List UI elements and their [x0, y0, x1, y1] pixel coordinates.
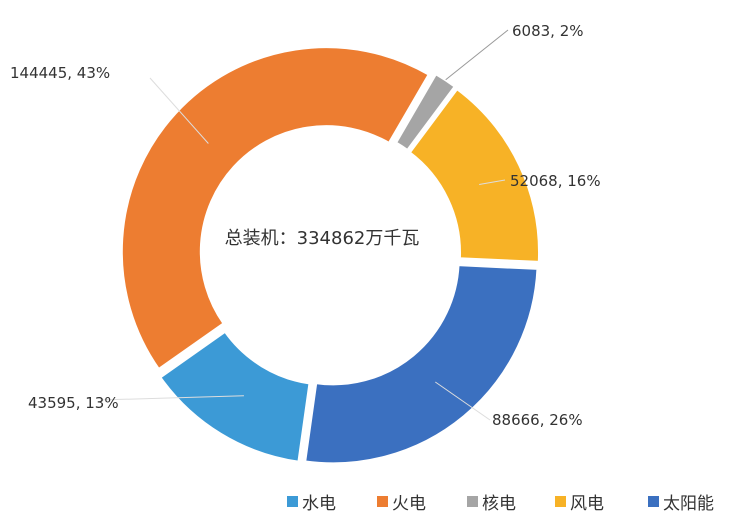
- center-label: 总装机：334862万千瓦: [225, 228, 420, 249]
- legend-swatch: [648, 496, 659, 507]
- legend-label: 核电: [482, 494, 516, 514]
- legend-label: 风电: [570, 494, 604, 514]
- leader-line-4: [435, 381, 491, 421]
- slice-4: [302, 263, 540, 466]
- legend-swatch: [467, 496, 478, 507]
- legend-item-0: 水电: [287, 494, 336, 514]
- data-label-3: 52068, 16%: [510, 172, 601, 190]
- data-label-4: 88666, 26%: [492, 411, 583, 429]
- legend-swatch: [555, 496, 566, 507]
- legend-swatch: [377, 496, 388, 507]
- slice-0: [157, 329, 312, 464]
- legend-item-1: 火电: [377, 494, 426, 514]
- leader-line-3: [479, 179, 506, 185]
- slice-1: [119, 45, 432, 372]
- legend-swatch: [287, 496, 298, 507]
- legend-item-4: 太阳能: [648, 494, 714, 514]
- legend-label: 水电: [302, 494, 336, 514]
- legend-item-3: 风电: [555, 494, 604, 514]
- legend-item-2: 核电: [467, 494, 516, 514]
- data-label-2: 6083, 2%: [512, 22, 584, 40]
- leader-line-0: [99, 395, 244, 401]
- legend-label: 太阳能: [663, 494, 714, 514]
- legend-label: 火电: [392, 494, 426, 514]
- slice-3: [407, 86, 542, 265]
- data-label-0: 43595, 13%: [28, 394, 119, 412]
- leader-line-2: [445, 29, 509, 81]
- leader-line-1: [149, 77, 209, 144]
- slice-2: [393, 71, 458, 153]
- data-label-1: 144445, 43%: [10, 64, 110, 82]
